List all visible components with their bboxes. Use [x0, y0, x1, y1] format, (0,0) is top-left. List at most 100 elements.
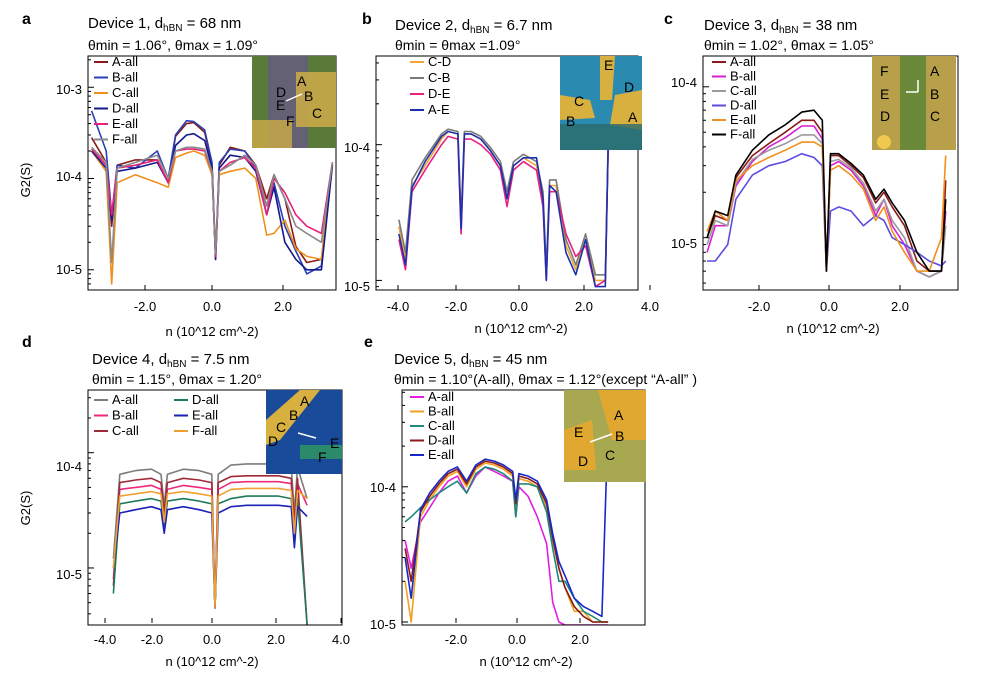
legend-label: E-all	[112, 116, 138, 131]
inset-label: D	[276, 84, 286, 100]
panel-title: Device 2, dhBN = 6.7 nm	[395, 17, 552, 36]
inset-label: D	[624, 79, 634, 95]
inset-label: E	[276, 97, 285, 113]
series-line-c-b	[398, 128, 610, 276]
inset-label: A	[628, 109, 638, 125]
legend-label: A-E	[428, 102, 450, 117]
y-tick-label: 10-4	[56, 459, 82, 474]
panel-title: Device 5, dhBN = 45 nm	[394, 351, 547, 370]
panel-title: Device 4, dhBN = 7.5 nm	[92, 351, 249, 370]
x-tick-label: -4.0	[387, 299, 409, 314]
legend-label: E-all	[192, 408, 218, 423]
plot-area	[375, 55, 639, 291]
series-line-d-all	[707, 152, 947, 272]
inset-label: B	[930, 86, 939, 102]
x-tick-label: 2.0	[267, 632, 285, 647]
inset-label: C	[605, 447, 615, 463]
legend: A-all D-all B-all E-all C-all F-all	[94, 392, 219, 438]
inset-label: F	[880, 63, 889, 79]
series-line-f-all	[112, 487, 308, 609]
legend-label: A-all	[428, 389, 454, 404]
panel-d: d Device 4, dhBN = 7.5 nm θmin = 1.15°, …	[18, 334, 350, 669]
y-tick-labels: 10-4 10-5	[370, 480, 396, 632]
series-line-c-d	[398, 129, 610, 282]
x-tick-label: 2.0	[891, 299, 909, 314]
x-tick-labels: -2.0 0.0 2.0	[445, 618, 589, 647]
x-tick-label: -2.0	[134, 299, 156, 314]
x-tick-label: 2.0	[571, 632, 589, 647]
inset-contact	[252, 120, 292, 148]
inset-label: B	[566, 113, 575, 129]
inset-label: A	[614, 407, 624, 423]
y-tick-label: 10-4	[56, 169, 82, 184]
series-lines	[90, 110, 334, 285]
legend-label: F-all	[730, 127, 755, 142]
x-tick-label: -4.0	[94, 632, 116, 647]
x-tick-label: -2.0	[748, 299, 770, 314]
series-lines	[112, 463, 308, 625]
inset-label: C	[574, 93, 584, 109]
x-tick-label: 4.0	[641, 299, 659, 314]
x-tick-label: 0.0	[203, 299, 221, 314]
inset-arrow	[297, 432, 317, 439]
inset-label: D	[578, 453, 588, 469]
inset-micrograph: A E B D C	[564, 390, 646, 482]
x-tick-label: 2.0	[575, 299, 593, 314]
series-line-a-all	[112, 463, 308, 609]
y-tick-labels: 10-4 10-5	[56, 459, 82, 582]
inset-label: A	[300, 393, 310, 409]
legend-label: D-all	[428, 433, 455, 448]
x-axis-label: n (10^12 cm^-2)	[479, 654, 572, 669]
inset-label: B	[615, 428, 624, 444]
series-line-f-all	[706, 109, 947, 272]
panel-angles: θmin = 1.06°, θmax = 1.09°	[88, 37, 258, 53]
x-tick-label: 0.0	[203, 632, 221, 647]
y-tick-labels: 10-4 10-5	[671, 75, 697, 251]
series-line-a-e	[398, 129, 610, 288]
inset-contact	[560, 95, 595, 120]
inset-flake	[900, 56, 926, 150]
x-tick-label: 0.0	[510, 299, 528, 314]
y-tick-label: 10-5	[56, 262, 82, 277]
legend-label: C-all	[428, 418, 455, 433]
series-lines	[404, 422, 609, 625]
legend-label: C-D	[428, 54, 451, 69]
panel-angles: θmin = 1.15°, θmax = 1.20°	[92, 371, 262, 387]
plot-frame	[702, 55, 959, 291]
legend-label: C-B	[428, 70, 450, 85]
legend-label: C-all	[112, 85, 139, 100]
y-tick-label: 10-5	[671, 236, 697, 251]
y-axis-label: G2(S)	[18, 491, 33, 526]
series-line-e-all	[404, 422, 609, 618]
y-tick-label: 10-5	[56, 567, 82, 582]
x-tick-labels: -4.0 -2.0 0.0 2.0 4.0	[387, 285, 659, 314]
y-tick-label: 10-4	[344, 140, 370, 155]
plot-area	[702, 55, 959, 291]
legend-label: B-all	[730, 69, 756, 84]
x-tick-label: -2.0	[445, 299, 467, 314]
plot-frame	[375, 55, 639, 291]
panel-letter: b	[362, 11, 372, 28]
legend-label: A-all	[112, 54, 138, 69]
x-axis-label: n (10^12 cm^-2)	[474, 321, 567, 336]
series-line-e-all	[112, 504, 308, 609]
x-tick-labels: -2.0 0.0 2.0	[134, 285, 292, 314]
inset-label: C	[312, 105, 322, 121]
series-lines	[706, 109, 947, 278]
x-tick-label: 0.0	[820, 299, 838, 314]
inset-label: C	[930, 108, 940, 124]
plot-area	[87, 55, 337, 291]
panel-letter: a	[22, 11, 31, 28]
inset-pad	[877, 135, 891, 149]
inset-flake	[300, 445, 342, 459]
inset-contact	[610, 90, 642, 130]
panel-a: a Device 1, dhBN = 68 nm θmin = 1.06°, θ…	[18, 11, 337, 339]
inset-micrograph: F A E B D C	[872, 56, 956, 150]
legend-label: B-all	[428, 404, 454, 419]
x-tick-label: -2.0	[445, 632, 467, 647]
x-tick-labels: -4.0 -2.0 0.0 2.0 4.0	[94, 618, 350, 647]
